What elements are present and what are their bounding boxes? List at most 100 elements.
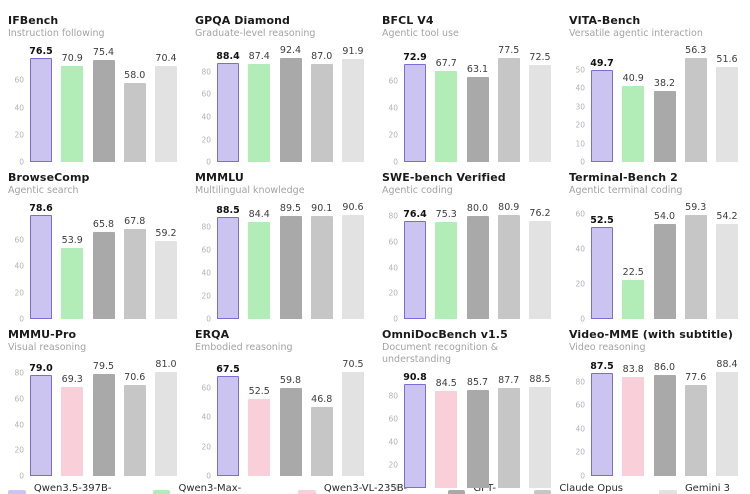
bar: 92.4 (279, 45, 302, 162)
bar: 22.5 (622, 267, 645, 319)
bar-value-label: 52.5 (590, 214, 614, 226)
chart-subtitle: Video reasoning (569, 342, 646, 353)
chart-title: MMMU-Pro (8, 328, 77, 341)
axis-tick-label: 0 (19, 157, 24, 167)
bar: 78.6 (29, 203, 53, 319)
bar-value-label: 83.8 (622, 364, 644, 376)
chart-title: VITA-Bench (569, 14, 641, 27)
chart-cell: BrowseComp Agentic search 0 20 40 60 78.6 53.9 6… (8, 163, 181, 324)
bar: 69.3 (61, 374, 84, 476)
bar-value-label: 90.6 (342, 202, 364, 213)
bar-value-label: 76.4 (403, 208, 427, 220)
bar: 81.0 (155, 359, 177, 476)
bar-value-label: 54.0 (653, 211, 676, 223)
bar-value-label: 79.5 (92, 360, 115, 372)
bar-value-label: 56.3 (685, 45, 707, 56)
axis-tick-label: 60 (388, 237, 398, 247)
bar-value-label: 59.2 (155, 227, 177, 239)
bar-value-label: 80.0 (466, 203, 489, 215)
axis-tick-label: 0 (206, 314, 211, 324)
legend-item: Qwen3-Max-Thinking (152, 483, 272, 494)
bar-value-label: 67.5 (216, 364, 240, 376)
bar: 76.5 (29, 46, 53, 162)
legend-label: Qwen3-VL-235B-A22B (323, 483, 408, 494)
bars-group: 78.6 53.9 65.8 67.8 59.2 (29, 203, 177, 319)
chart-title: IFBench (8, 14, 59, 27)
bar: 59.3 (684, 202, 707, 319)
axis-tick-label: 20 (388, 130, 398, 140)
bar-value-label: 87.7 (498, 374, 520, 386)
bar-value-label: 46.8 (311, 393, 333, 405)
legend: Qwen3.5-397B-A17B Qwen3-Max-Thinking Qwen3… (8, 483, 742, 494)
axis-tick-label: 50 (575, 65, 585, 75)
chart-title: Video-MME (with subtitle) (569, 328, 733, 341)
axis-tick-label: 40 (14, 420, 24, 430)
axis-tick-label: 40 (201, 112, 211, 122)
chart-cell: Terminal-Bench 2 Agentic terminal coding 0… (569, 163, 742, 324)
chart-title: ERQA (195, 328, 230, 341)
bars-group: 79.0 69.3 79.5 70.6 81.0 (29, 359, 177, 476)
axis-tick-label: 60 (388, 414, 398, 424)
bar-value-label: 78.6 (29, 203, 53, 214)
bar-value-label: 67.8 (124, 216, 146, 228)
bar: 90.6 (342, 202, 364, 319)
bar: 70.9 (61, 53, 84, 162)
legend-swatch (659, 490, 677, 494)
bar: 90.8 (403, 372, 427, 488)
axis-tick-label: 20 (14, 130, 24, 140)
legend-swatch (447, 490, 466, 494)
axis-tick-label: 60 (14, 235, 24, 245)
legend-item: Gemini 3 Pro (659, 483, 742, 494)
bar: 80.9 (497, 202, 520, 319)
bar: 80.0 (466, 203, 489, 319)
legend-label: Qwen3-Max-Thinking (178, 483, 242, 494)
axis-tick-label: 80 (201, 67, 211, 77)
chart-title: Terminal-Bench 2 (569, 171, 678, 184)
bar: 83.8 (622, 364, 645, 476)
bar-value-label: 85.7 (466, 376, 489, 388)
bar: 67.7 (435, 58, 458, 162)
bar: 46.8 (310, 394, 333, 476)
axis-tick-label: 40 (575, 83, 585, 93)
bar-value-label: 88.5 (529, 373, 551, 385)
legend-swatch (8, 490, 26, 494)
chart-cell: MMMLU Multilingual knowledge 0 20 40 60 80 88.5… (195, 163, 368, 324)
axis-tick-label: 20 (201, 135, 211, 144)
bars-group: 52.5 22.5 54.0 59.3 54.2 (590, 202, 738, 319)
legend-item: Qwen3.5-397B-A17B (8, 483, 127, 494)
legend-item: Qwen3-VL-235B-A22B (297, 483, 422, 494)
chart-subtitle: Graduate-level reasoning (195, 28, 316, 39)
bar-value-label: 79.0 (29, 362, 53, 374)
axis-tick-label: 40 (388, 263, 398, 273)
bar-value-label: 81.0 (155, 359, 177, 370)
axis-tick-label: 0 (580, 314, 585, 324)
bars-group: 49.7 40.9 38.2 56.3 51.6 (590, 45, 738, 162)
chart-cell: GPQA Diamond Graduate-level reasoning 0 20 4… (195, 6, 368, 167)
chart-plot: 0 20 40 60 80 90.8 84.5 85.7 87.7 88.5 (382, 372, 555, 493)
chart-subtitle: Agentic coding (382, 185, 453, 196)
bar-value-label: 90.8 (403, 372, 427, 383)
bar-value-label: 76.2 (529, 208, 551, 220)
legend-label: Gemini 3 Pro (684, 483, 731, 494)
bar-value-label: 70.6 (124, 372, 146, 384)
chart-cell: SWE-bench Verified Agentic coding 0 20 40 60 8… (382, 163, 555, 324)
axis-tick-label: 80 (201, 222, 211, 232)
bar: 38.2 (653, 78, 676, 162)
bar: 86.0 (653, 362, 676, 476)
chart-cell: ERQA Embodied reasoning 0 20 40 60 67.5 52.5 59.… (195, 320, 368, 481)
axis-tick-label: 40 (388, 437, 398, 447)
chart-cell: VITA-Bench Versatile agentic interaction 0… (569, 6, 742, 167)
axis-tick-label: 10 (575, 139, 585, 149)
bar-value-label: 49.7 (590, 58, 614, 70)
bar: 51.6 (716, 54, 738, 162)
chart-title: BFCL V4 (382, 14, 434, 27)
chart-title: OmniDocBench v1.5 (382, 328, 508, 341)
bar: 84.4 (248, 209, 271, 319)
axis-tick-label: 40 (14, 261, 24, 271)
axis-tick-label: 0 (19, 471, 24, 481)
legend-item: GPT-5.2 (447, 483, 508, 494)
legend-label: Qwen3.5-397B-A17B (33, 483, 112, 494)
bar-value-label: 76.5 (29, 46, 53, 57)
chart-plot: 0 20 40 60 78.6 53.9 65.8 67.8 59.2 (8, 203, 181, 324)
chart-plot: 0 20 40 60 52.5 22.5 54.0 59.3 54.2 (569, 202, 742, 324)
